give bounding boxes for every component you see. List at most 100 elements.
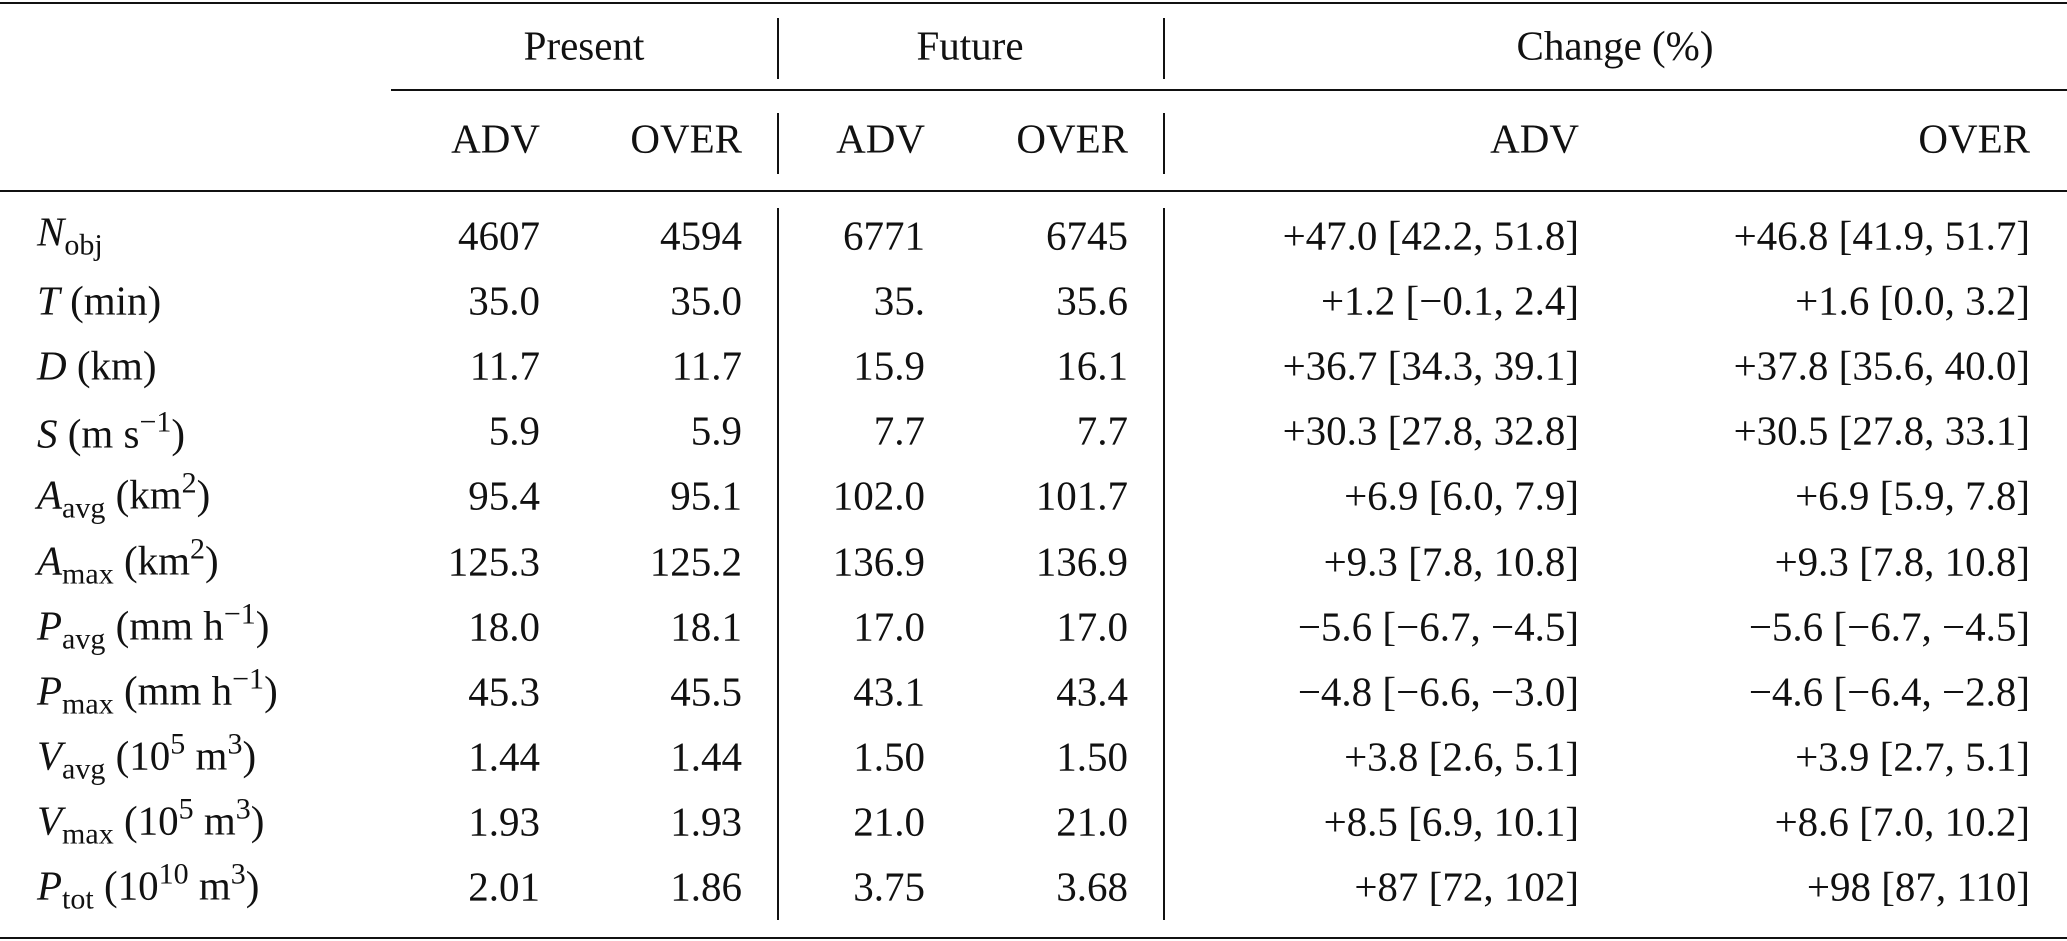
row-label: Vavg (105 m3): [37, 729, 256, 784]
cell: 1.44: [468, 733, 540, 780]
column-header: ADV: [451, 115, 540, 162]
row-label: Pmax (mm h−1): [37, 664, 278, 719]
column-header: OVER: [1016, 115, 1128, 162]
cell: 1.93: [468, 798, 540, 845]
cell: 4594: [660, 212, 742, 259]
label-part: (mm h: [105, 602, 224, 649]
cell: +98 [87, 110]: [1806, 863, 2030, 910]
label-part: (10: [105, 732, 171, 779]
cell: +46.8 [41.9, 51.7]: [1733, 212, 2030, 259]
cell: 2.01: [468, 863, 540, 910]
label-part: −1: [139, 405, 172, 439]
label-part: m: [185, 732, 228, 779]
row-label: Vmax (105 m3): [37, 794, 264, 849]
label-part: P: [37, 667, 63, 714]
cell: 125.3: [447, 538, 540, 584]
cell: +1.6 [0.0, 3.2]: [1795, 277, 2030, 324]
cell: 21.0: [1056, 798, 1128, 845]
cell: 1.86: [670, 863, 742, 910]
label-part: (m s: [57, 410, 140, 457]
label-part: ): [245, 862, 260, 909]
top-rule: [0, 2, 2067, 4]
cell: 35.: [873, 277, 925, 324]
label-part: ): [255, 602, 270, 649]
cell: 35.0: [468, 277, 540, 324]
label-part: P: [37, 862, 63, 909]
label-part: 3: [227, 727, 243, 761]
cell: 1.93: [670, 798, 742, 845]
cell: 3.68: [1056, 863, 1128, 910]
label-part: max: [62, 557, 114, 590]
cell: −5.6 [−6.7, −4.5]: [1297, 603, 1579, 650]
label-part: 3: [230, 857, 246, 891]
cell: 6745: [1046, 212, 1128, 259]
cell: +9.3 [7.8, 10.8]: [1323, 538, 1579, 584]
label-part: ): [242, 732, 257, 779]
cell: 17.0: [853, 603, 925, 650]
label-part: S: [37, 410, 58, 457]
cell: 1.50: [853, 733, 925, 780]
group-rule: [391, 89, 2067, 91]
divider: [1163, 208, 1165, 920]
row-label: Nobj: [37, 208, 103, 262]
cell: +3.8 [2.6, 5.1]: [1344, 733, 1579, 780]
column-header: ADV: [836, 115, 925, 162]
cell: 35.6: [1056, 277, 1128, 324]
cell: 3.75: [853, 863, 925, 910]
label-part: ): [205, 537, 219, 583]
row-label: Amax (km2): [37, 534, 219, 589]
cell: 43.1: [853, 668, 925, 715]
cell: 1.44: [670, 733, 742, 780]
group-header: Future: [916, 22, 1024, 69]
label-part: P: [37, 602, 63, 649]
label-part: avg: [62, 622, 106, 656]
cell: +30.5 [27.8, 33.1]: [1733, 407, 2030, 454]
label-part: obj: [64, 228, 103, 262]
label-part: ): [264, 667, 278, 714]
label-part: 2: [181, 466, 197, 500]
label-part: T: [37, 277, 60, 324]
cell: 95.4: [468, 472, 540, 519]
cell: 6771: [843, 212, 925, 259]
cell: +8.5 [6.9, 10.1]: [1323, 798, 1579, 845]
divider: [777, 18, 779, 79]
label-part: N: [37, 208, 65, 255]
label-part: tot: [62, 882, 94, 916]
label-part: (mm h: [113, 667, 233, 714]
group-header: Present: [523, 22, 645, 69]
label-part: ): [171, 410, 186, 457]
cell: +8.6 [7.0, 10.2]: [1774, 798, 2030, 845]
divider: [777, 113, 779, 174]
row-label: D (km): [37, 345, 157, 387]
cell: 125.2: [649, 538, 742, 584]
cell: +47.0 [42.2, 51.8]: [1282, 212, 1579, 259]
row-label: S (m s−1): [37, 405, 186, 457]
cell: 11.7: [469, 342, 540, 389]
column-header: OVER: [1918, 115, 2030, 162]
label-part: (10: [113, 797, 179, 844]
label-part: 3: [235, 792, 251, 826]
label-part: (10: [93, 862, 159, 909]
row-label: Pavg (mm h−1): [37, 599, 269, 654]
label-part: A: [37, 471, 63, 518]
cell: 17.0: [1056, 603, 1128, 650]
label-part: (km: [113, 537, 190, 583]
cell: +37.8 [35.6, 40.0]: [1733, 342, 2030, 389]
bottom-rule: [0, 937, 2067, 939]
cell: 16.1: [1056, 342, 1128, 389]
cell: −5.6 [−6.7, −4.5]: [1748, 603, 2030, 650]
cell: 1.50: [1056, 733, 1128, 780]
label-part: −1: [223, 597, 256, 631]
label-part: V: [37, 797, 63, 844]
cell: 35.0: [670, 277, 742, 324]
label-part: A: [37, 537, 63, 583]
cell: +87 [72, 102]: [1354, 863, 1579, 910]
label-part: V: [37, 732, 63, 779]
label-part: m: [188, 862, 231, 909]
label-part: 5: [170, 727, 186, 761]
cell: +9.3 [7.8, 10.8]: [1774, 538, 2030, 584]
cell: 15.9: [853, 342, 925, 389]
label-part: (km: [105, 471, 182, 518]
label-part: ): [250, 797, 265, 844]
